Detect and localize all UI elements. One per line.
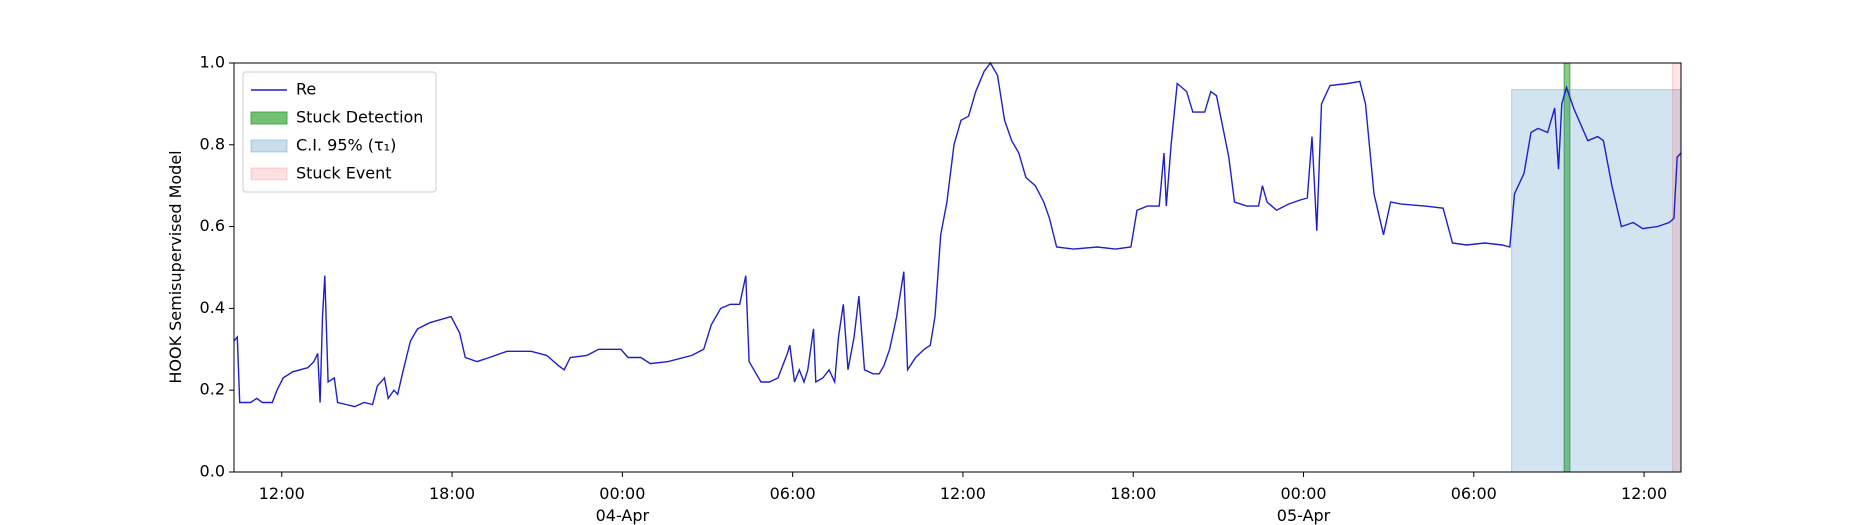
legend-swatch [250,167,288,181]
legend-label: C.I. 95% (τ₁) [296,136,396,155]
data-line [233,61,1682,408]
x-tick-label: 04-Apr [596,506,650,525]
legend-swatch [250,139,288,153]
x-tick-label: 18:00 [429,484,475,503]
legend-box [242,71,437,193]
x-tick-label: 06:00 [1451,484,1497,503]
legend: Re Stuck Detection C.I. 95% (τ₁) Stuck Even… [242,71,437,193]
x-tick-label: 00:00 [599,484,645,503]
span [1671,62,1682,473]
y-axis-label: HOOK Semisupervised Model [166,150,185,383]
y-tick-label: 0.0 [200,462,225,481]
y-tick-label: 0.6 [200,216,225,235]
y-tick-label: 0.2 [200,380,225,399]
y-tick-label: 0.8 [200,134,225,153]
x-tick-label: 05-Apr [1277,506,1331,525]
legend-swatch [250,111,288,125]
x-tick-label: 00:00 [1280,484,1326,503]
x-tick-label: 18:00 [1110,484,1156,503]
y-tick-label: 1.0 [200,53,225,72]
legend-label: Stuck Detection [296,108,423,127]
x-tick-label: 12:00 [259,484,305,503]
x-tick-label: 12:00 [940,484,986,503]
legend-label: Re [296,80,316,99]
y-tick-label: 0.4 [200,298,225,317]
x-tick-label: 06:00 [770,484,816,503]
span [1511,89,1682,473]
x-tick-label: 12:00 [1621,484,1667,503]
plot-frame [233,62,1682,473]
legend-label: Stuck Event [296,164,392,183]
